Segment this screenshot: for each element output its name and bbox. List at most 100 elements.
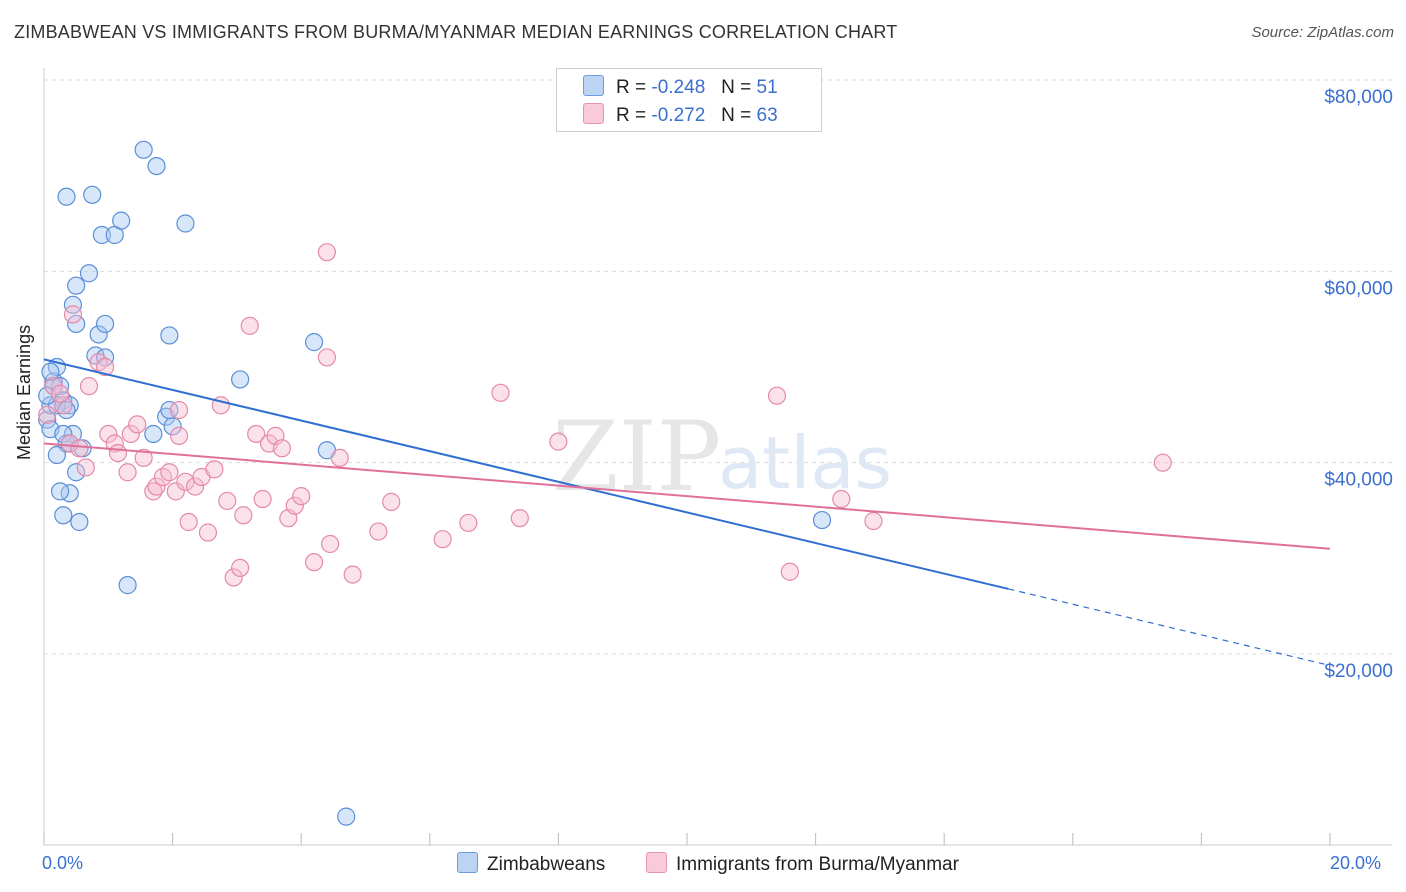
data-point-burma-myanmar [121,424,140,444]
data-point-burma-myanmar [169,426,189,445]
data-point-zimbabweans [304,333,324,352]
watermark-atlas: atlas [718,421,892,505]
data-point-burma-myanmar [780,562,799,581]
data-point-zimbabweans [95,314,115,334]
data-point-zimbabweans [160,326,179,345]
data-point-burma-myanmar [1153,453,1172,472]
data-point-zimbabweans [79,264,99,283]
data-point-zimbabweans [63,295,83,314]
data-point-burma-myanmar [317,243,337,262]
data-point-burma-myanmar [118,463,137,482]
data-point-zimbabweans [112,211,131,230]
data-point-burma-myanmar [105,434,124,453]
legend-n-label: N = [721,105,752,126]
legend-swatch-pink [583,103,604,124]
data-point-burma-myanmar [369,522,388,541]
legend-n-value-pink: 63 [756,105,778,126]
legend-r-label: R = [616,77,647,98]
data-point-zimbabweans [89,325,108,344]
data-point-burma-myanmar [285,496,304,515]
legend-r-value-pink: -0.272 [651,105,706,126]
data-point-zimbabweans [134,140,153,159]
data-point-zimbabweans [67,314,86,334]
chart-title: ZIMBABWEAN VS IMMIGRANTS FROM BURMA/MYAN… [14,22,898,42]
chart-source: Source: ZipAtlas.com [1251,24,1394,41]
data-point-zimbabweans [118,576,137,595]
data-point-burma-myanmar [224,568,243,587]
trend-lines [43,358,1331,667]
data-point-burma-myanmar [63,305,83,324]
data-point-burma-myanmar [169,400,189,420]
data-point-zimbabweans [47,396,66,415]
data-point-burma-myanmar [186,477,205,496]
data-point-zimbabweans [231,370,250,389]
data-point-burma-myanmar [70,439,89,458]
data-point-zimbabweans [70,512,89,532]
data-point-burma-myanmar [134,448,153,467]
data-point-burma-myanmar [343,565,362,584]
data-point-zimbabweans [144,424,163,444]
data-point-zimbabweans [160,400,179,420]
x-tick-label-max: 20.0% [1330,853,1382,873]
legend-swatch-blue [457,852,478,873]
data-point-burma-myanmar [147,477,166,496]
data-point-zimbabweans [92,225,111,245]
data-point-burma-myanmar [510,509,529,528]
data-point-burma-myanmar [864,511,883,531]
data-point-burma-myanmar [60,434,79,453]
y-tick-labels: $20,000 $40,000 $60,000 $80,000 [1324,87,1393,682]
legend-item-burma-myanmar: Immigrants from Burma/Myanmar [646,852,959,876]
legend-label-zimbabweans: Zimbabweans [487,854,606,875]
data-point-burma-myanmar [76,458,95,477]
data-point-burma-myanmar [253,489,272,509]
data-point-burma-myanmar [382,492,401,511]
data-point-zimbabweans [812,510,832,530]
data-point-burma-myanmar [433,530,452,549]
y-tick-label: $40,000 [1324,470,1393,491]
data-point-zimbabweans [57,187,76,206]
series-burma-myanmar [38,243,1172,587]
data-point-burma-myanmar [272,439,292,458]
data-point-burma-myanmar [54,396,73,415]
data-point-burma-myanmar [247,424,266,444]
trend-line-burma-myanmar [43,442,1331,550]
x-tick-label-min: 0.0% [42,853,84,873]
data-point-burma-myanmar [99,424,118,444]
data-point-burma-myanmar [166,482,185,501]
data-point-burma-myanmar [79,377,99,396]
data-point-burma-myanmar [205,460,224,479]
legend-r-value-blue: -0.248 [651,77,706,98]
data-point-burma-myanmar [231,558,250,578]
data-point-burma-myanmar [50,384,70,403]
legend-row-burma-myanmar: R = -0.272 N = 63 [583,103,778,127]
data-point-burma-myanmar [549,432,568,451]
data-point-burma-myanmar [218,491,237,511]
data-point-zimbabweans [47,445,66,465]
y-tick-label: $60,000 [1324,278,1393,299]
data-point-zimbabweans [41,362,60,381]
watermark-zip: ZIP [552,401,721,513]
legend-r-label: R = [616,105,647,126]
legend-n-label: N = [721,77,752,98]
data-point-burma-myanmar [767,386,787,405]
data-point-burma-myanmar [128,415,147,434]
data-point-zimbabweans [50,377,70,396]
data-point-burma-myanmar [179,512,198,532]
legend-row-zimbabweans: R = -0.248 N = 51 [583,75,778,99]
y-axis-label: Median Earnings [14,324,34,460]
y-tick-label: $20,000 [1324,661,1393,682]
data-point-zimbabweans [67,276,86,295]
series-zimbabweans [38,140,832,826]
trend-line-zimbabweans [43,358,1009,590]
data-point-zimbabweans [176,214,195,233]
legend-n-value-blue: 51 [756,77,778,98]
data-point-burma-myanmar [160,463,179,482]
data-point-burma-myanmar [292,487,311,506]
legend-item-zimbabweans: Zimbabweans [457,852,605,876]
data-point-burma-myanmar [321,534,340,554]
data-point-burma-myanmar [330,448,349,467]
data-point-burma-myanmar [317,348,337,367]
correlation-legend: R = -0.248 N = 51 R = -0.272 N = 63 [556,68,822,132]
